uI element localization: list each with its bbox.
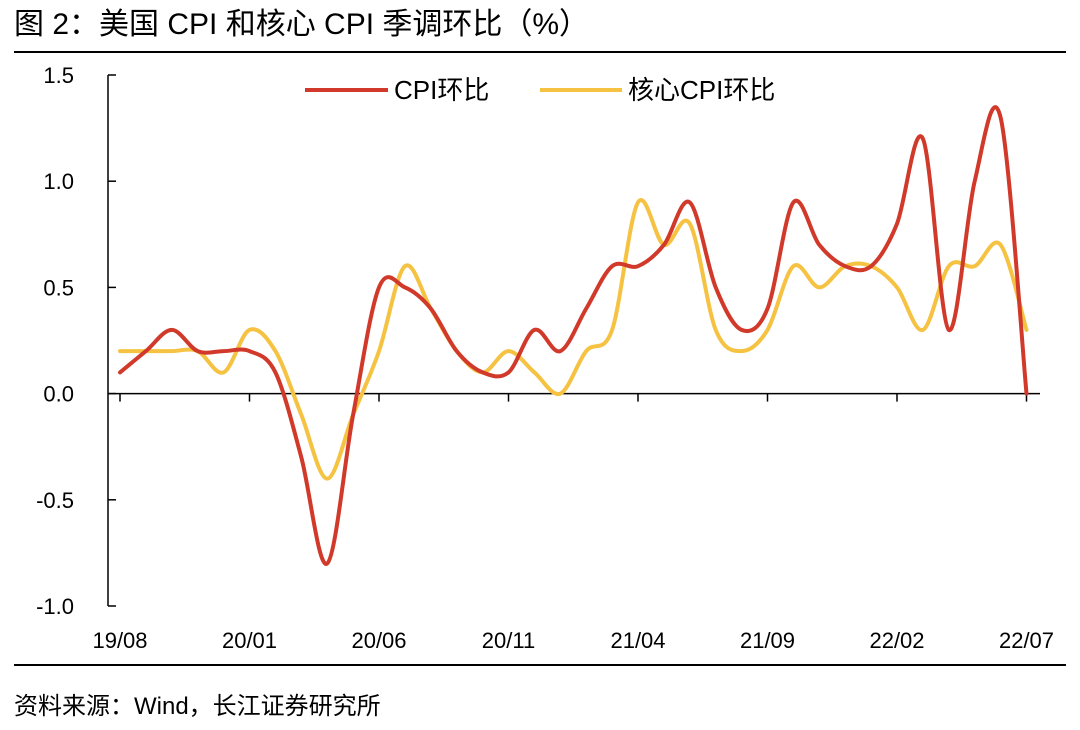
- figure-title: 图 2：美国 CPI 和核心 CPI 季调环比（%）: [14, 8, 590, 41]
- y-tick-label: 1.0: [43, 169, 74, 194]
- x-tick-label: 20/01: [222, 628, 277, 653]
- x-tick-label: 21/09: [740, 628, 795, 653]
- y-tick-label: 1.5: [43, 63, 74, 88]
- x-tick-label: 20/11: [482, 628, 535, 653]
- x-tick-label: 22/02: [869, 628, 924, 653]
- x-tick-label: 20/06: [351, 628, 406, 653]
- y-axis: -1.0 -0.5 0.0 0.5 1.0 1.5: [36, 63, 116, 619]
- cpi-mom-line: [118, 105, 1029, 566]
- y-tick-label: 0.5: [43, 275, 74, 300]
- y-tick-label: 0.0: [43, 382, 74, 407]
- x-axis: 19/08 20/01 20/06 20/11 21/04 21/09 22/02 22/07: [92, 392, 1054, 653]
- source-rule: [14, 664, 1066, 666]
- y-tick-label: -1.0: [36, 594, 74, 619]
- legend-label: CPI环比: [394, 75, 489, 105]
- x-tick-label: 19/08: [92, 628, 147, 653]
- legend-label: 核心CPI环比: [628, 75, 775, 105]
- y-tick-label: -0.5: [36, 488, 74, 513]
- source-note: 资料来源：Wind，长江证券研究所: [14, 693, 381, 720]
- series-lines: [118, 105, 1029, 566]
- x-tick-label: 21/04: [610, 628, 665, 653]
- title-rule: [14, 51, 1066, 53]
- legend: CPI环比 核心CPI环比: [305, 75, 775, 105]
- x-tick-label: 22/07: [999, 628, 1054, 653]
